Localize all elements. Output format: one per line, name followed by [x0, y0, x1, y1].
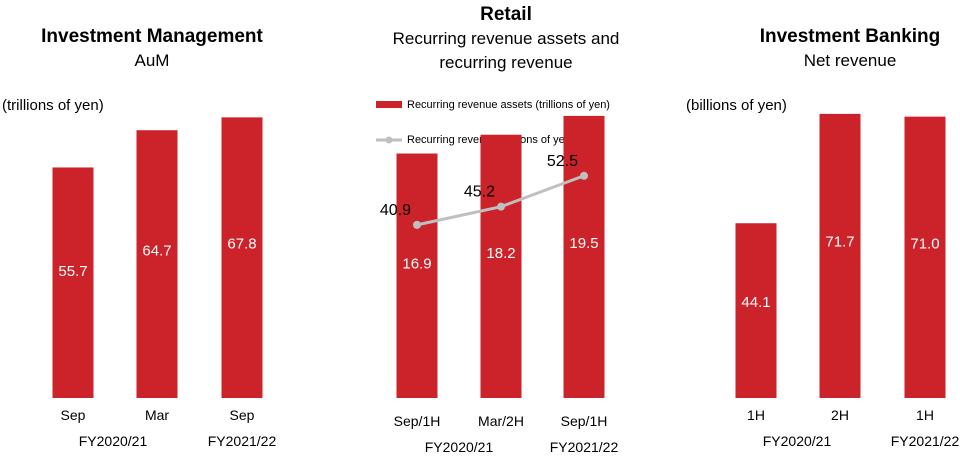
legend-swatch-marker — [385, 136, 393, 144]
category-tick-label: 2H — [831, 407, 849, 423]
category-tick-label: Sep/1H — [561, 413, 608, 429]
group-label-fy2021-22: FY2021/22 — [550, 439, 619, 455]
chart-title: Investment Management — [41, 26, 263, 47]
bar-value-label: 18.2 — [486, 245, 515, 262]
category-labels: Sep/1H Mar/2H Sep/1H — [394, 413, 608, 429]
bar — [819, 113, 861, 398]
group-label-fy2021-22: FY2021/22 — [208, 433, 277, 449]
panel-retail: Retail Recurring revenue assets and recu… — [376, 4, 619, 455]
group-label-fy2020-21: FY2020/21 — [79, 433, 148, 449]
group-label-fy2020-21: FY2020/21 — [425, 439, 494, 455]
category-tick-label: 1H — [747, 407, 765, 423]
group-label-fy2020-21: FY2020/21 — [763, 433, 832, 449]
chart-title: Retail — [480, 4, 532, 25]
chart-subtitle: AuM — [135, 51, 170, 70]
line-value-label: 52.5 — [547, 153, 578, 170]
line-point — [497, 202, 505, 211]
bar — [396, 153, 438, 398]
category-tick-label: Mar — [145, 407, 169, 423]
category-tick-label: 1H — [916, 407, 934, 423]
legend-label-bar: Recurring revenue assets (trillions of y… — [407, 99, 610, 111]
category-tick-label: Sep — [230, 407, 255, 423]
group-label-fy2021-22: FY2021/22 — [891, 433, 960, 449]
bar-value-label: 55.7 — [58, 263, 87, 280]
bar-value-label: 71.0 — [910, 235, 939, 252]
panel-investment-banking: Investment Banking Net revenue (billions… — [686, 26, 959, 449]
line-point — [580, 171, 588, 180]
unit-label: (trillions of yen) — [2, 97, 104, 114]
bar-group: 44.1 71.7 71.0 — [735, 113, 946, 398]
line-value-label: 40.9 — [380, 202, 411, 219]
bar — [563, 115, 605, 398]
bar — [904, 116, 946, 398]
line-series: 40.9 45.2 52.5 — [380, 153, 588, 229]
bar — [52, 167, 94, 398]
chart-subtitle-line-2: recurring revenue — [439, 53, 572, 72]
bar — [221, 117, 263, 398]
bar-value-label: 71.7 — [825, 234, 854, 251]
bar-value-label: 64.7 — [142, 243, 171, 260]
category-tick-label: Mar/2H — [478, 413, 524, 429]
bar-value-label: 19.5 — [569, 235, 598, 252]
bar — [480, 134, 522, 398]
category-tick-label: Sep/1H — [394, 413, 441, 429]
bar-group: 16.9 18.2 19.5 — [396, 115, 605, 398]
bar — [136, 130, 178, 399]
bar-value-label: 67.8 — [227, 236, 256, 253]
chart-subtitle-line-1: Recurring revenue assets and — [393, 29, 620, 48]
bar-group: 55.7 64.7 67.8 — [52, 117, 263, 399]
category-tick-label: Sep — [61, 407, 86, 423]
chart-title: Investment Banking — [760, 26, 941, 47]
category-labels: 1H 2H 1H — [747, 407, 934, 423]
panel-investment-management: Investment Management AuM (trillions of … — [2, 26, 276, 449]
chart-subtitle: Net revenue — [804, 51, 897, 70]
line-point — [413, 220, 421, 229]
category-labels: Sep Mar Sep — [61, 407, 255, 423]
legend-swatch-bar — [376, 101, 402, 108]
bar — [735, 223, 777, 398]
line-value-label: 45.2 — [464, 184, 495, 201]
unit-label: (billions of yen) — [686, 97, 787, 114]
bar-value-label: 16.9 — [402, 256, 431, 273]
bar-value-label: 44.1 — [741, 294, 770, 311]
